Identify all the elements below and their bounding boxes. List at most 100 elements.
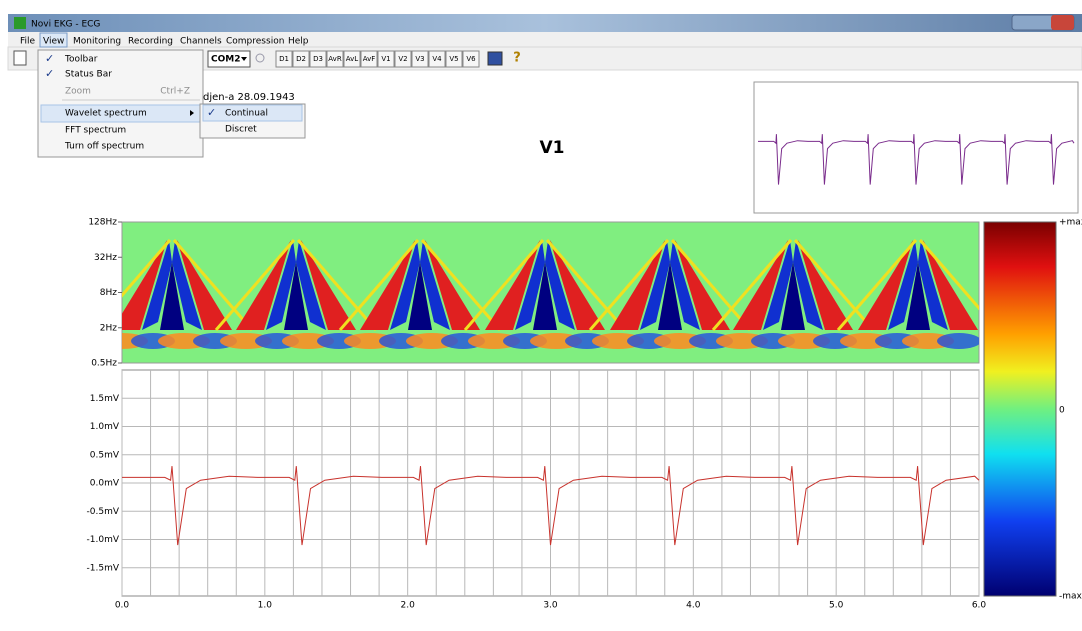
spec-fan [923, 240, 978, 330]
spec-fan [906, 262, 930, 330]
lead-label: D2 [296, 55, 306, 63]
new-button[interactable] [13, 50, 27, 66]
lead-button[interactable] [292, 50, 310, 68]
spec-fan [214, 239, 378, 331]
submenu-arrow [190, 110, 194, 116]
menu-item[interactable]: View [43, 37, 64, 47]
spec-fan [670, 240, 700, 330]
menu-highlight [202, 104, 303, 122]
dropdown-menu [37, 49, 204, 158]
lead-label: V4 [432, 55, 442, 63]
window-title: Novi EKG - ECG [31, 20, 100, 30]
menu-item[interactable]: Monitoring [73, 37, 121, 47]
x-tick-label: 5.0 [829, 601, 844, 611]
menu-item[interactable]: File [20, 37, 36, 47]
spec-fan [836, 239, 979, 331]
x-tick-label: 1.0 [258, 601, 273, 611]
lead-button[interactable] [445, 50, 463, 68]
y-tick-label: -0.5mV [87, 507, 120, 517]
y-tick-label: 1.0mV [90, 422, 120, 432]
spec-fan [515, 240, 545, 330]
spec-fan [798, 240, 853, 330]
lead-button[interactable] [309, 50, 327, 68]
y-tick-label: 1.5mV [90, 394, 120, 404]
check-mark: ✓ [45, 52, 54, 65]
spectrum-pattern [122, 239, 979, 349]
lead-label: V2 [398, 55, 407, 63]
menu-item[interactable]: Recording [128, 37, 173, 47]
spec-fan [793, 240, 823, 330]
thumbnail-trace [758, 134, 1075, 185]
spectrum-button[interactable] [487, 51, 503, 66]
menu-option[interactable]: Toolbar [64, 55, 98, 65]
x-tick-label: 4.0 [686, 601, 701, 611]
spec-fan [545, 240, 575, 330]
lead-button[interactable] [275, 50, 293, 68]
menu-option: Zoom [65, 87, 91, 97]
y-tick-label: 8Hz [100, 288, 117, 298]
lead-button[interactable] [462, 50, 480, 68]
menu-option[interactable]: FFT spectrum [65, 126, 126, 136]
spec-fan [640, 240, 670, 330]
y-tick-label: 128Hz [88, 218, 117, 228]
y-tick-label: 32Hz [94, 253, 117, 263]
spec-fan [301, 240, 356, 330]
menu-option[interactable]: Continual [225, 109, 268, 119]
spec-fan [408, 262, 432, 330]
spec-fan [533, 262, 557, 330]
spec-fan [284, 262, 308, 330]
spec-fan [485, 240, 540, 330]
close-button[interactable] [1051, 15, 1074, 30]
zoom-button [255, 53, 265, 63]
y-tick-label: 0.0mV [90, 479, 120, 489]
spec-fan [122, 240, 167, 330]
menu-item[interactable]: Compression [226, 37, 284, 47]
menu-option[interactable]: Discret [225, 125, 257, 135]
patient-text: djen-a 28.09.1943 [203, 92, 295, 103]
lead-button[interactable] [394, 50, 412, 68]
spec-fan [160, 262, 184, 330]
menu-option[interactable]: Turn off spectrum [64, 142, 144, 152]
lead-title: V1 [540, 138, 565, 158]
spec-fan [550, 240, 605, 330]
lead-label: AvF [363, 55, 376, 63]
lead-label: AvL [346, 55, 359, 63]
spec-fan [888, 240, 918, 330]
menu-option[interactable]: Wavelet spectrum [65, 109, 147, 119]
lead-button[interactable] [377, 50, 395, 68]
lead-label: V6 [466, 55, 476, 63]
menu-item[interactable]: Channels [180, 37, 222, 47]
port-select[interactable] [207, 50, 251, 68]
help-button: ? [513, 51, 521, 66]
lead-label: D3 [313, 55, 323, 63]
spec-fan [172, 240, 202, 330]
colorbar-label: 0 [1059, 406, 1065, 416]
lead-button[interactable] [411, 50, 429, 68]
lead-button[interactable] [360, 50, 378, 68]
spec-fan [658, 262, 682, 330]
dropdown-arrow [241, 57, 247, 61]
spec-fan [338, 239, 502, 331]
menu-option[interactable]: Status Bar [65, 70, 112, 80]
spec-fan [296, 240, 326, 330]
check-mark: ✓ [45, 67, 54, 80]
lead-button[interactable] [326, 50, 344, 68]
title-bar [8, 14, 1082, 32]
y-tick-label: -1.5mV [87, 563, 120, 573]
spec-blob [937, 333, 979, 349]
thumbnail-frame [753, 81, 1079, 214]
spec-fan [711, 239, 875, 331]
port-label: COM2 [211, 55, 240, 65]
lead-label: AvR [328, 55, 342, 63]
spec-fan [266, 240, 296, 330]
lead-label: V3 [415, 55, 424, 63]
lead-button[interactable] [428, 50, 446, 68]
menu-item[interactable]: Help [288, 37, 309, 47]
y-tick-label: 2Hz [100, 323, 117, 333]
app-icon [14, 17, 26, 29]
spec-fan [177, 240, 232, 330]
y-tick-label: -1.0mV [87, 535, 120, 545]
lead-button[interactable] [343, 50, 361, 68]
spec-fan [420, 240, 450, 330]
